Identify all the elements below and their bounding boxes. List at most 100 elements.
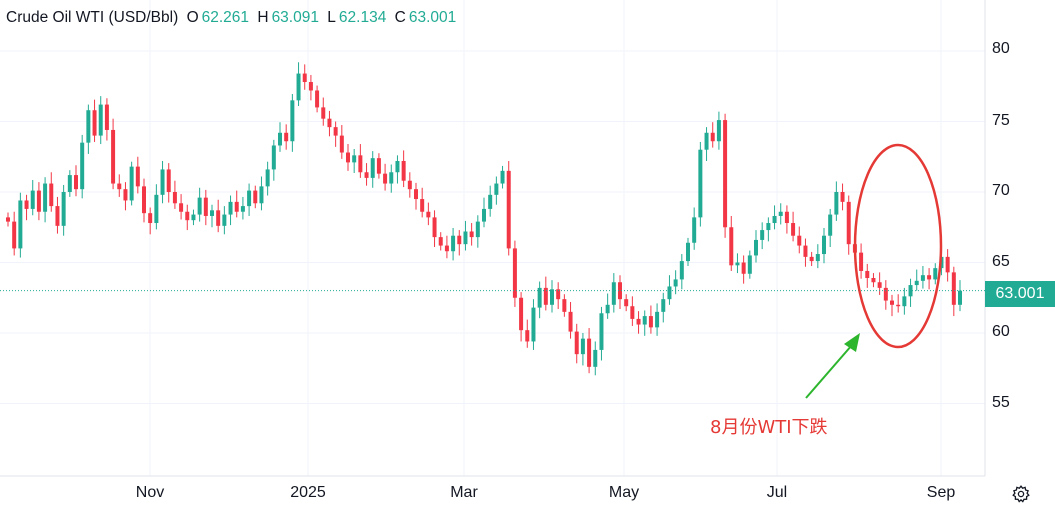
candle-body: [741, 262, 746, 274]
candle-body: [61, 192, 66, 226]
high-label: H: [257, 9, 269, 26]
candle-body: [426, 211, 431, 218]
candle-body: [951, 272, 956, 305]
close-label: C: [394, 9, 406, 26]
candle-body: [599, 313, 604, 350]
x-tick-label: 2025: [290, 484, 326, 501]
candle-body: [642, 316, 647, 325]
last-price-label: 63.001: [985, 281, 1055, 307]
candle-body: [36, 190, 41, 212]
candle-body: [624, 299, 629, 307]
close-value: 63.001: [408, 9, 457, 26]
candle-body: [376, 158, 381, 174]
candle-body: [803, 245, 808, 257]
candle-body: [172, 192, 177, 204]
candle-body: [766, 223, 771, 231]
candle-body: [179, 203, 184, 212]
candle-body: [760, 230, 765, 240]
candle-body: [420, 199, 425, 212]
candle-body: [784, 211, 789, 224]
candle-body: [512, 248, 517, 298]
open-value: 62.261: [201, 9, 250, 26]
candle-body: [550, 289, 554, 305]
candle-body: [648, 316, 653, 328]
candle-body: [222, 214, 227, 226]
candle-body: [123, 189, 128, 201]
y-tick-label: 65: [992, 253, 1010, 270]
candle-body: [500, 170, 505, 184]
candle-body: [506, 170, 511, 249]
candlestick-series: [6, 62, 962, 376]
candle-body: [568, 311, 573, 332]
annotation-circle: [853, 143, 943, 349]
candle-body: [67, 175, 72, 192]
candle-body: [537, 287, 542, 308]
candle-body: [253, 190, 258, 204]
candle-body: [154, 194, 159, 224]
candle-body: [407, 180, 412, 190]
candle-body: [414, 189, 418, 200]
candle-body: [401, 160, 406, 181]
candle-body: [333, 127, 338, 136]
candle-body: [98, 104, 103, 136]
candle-body: [395, 160, 400, 173]
candle-body: [791, 223, 796, 236]
candle-body: [865, 270, 870, 279]
candle-body: [111, 129, 116, 184]
candle-body: [234, 201, 239, 212]
candle-body: [908, 285, 913, 297]
chart-grid: [0, 0, 985, 476]
candle-body: [809, 256, 814, 262]
candle-body: [704, 132, 709, 150]
candle-body: [469, 231, 474, 238]
candle-body: [346, 152, 350, 163]
candle-body: [290, 100, 295, 142]
candle-body: [18, 200, 23, 249]
candle-body: [463, 231, 468, 245]
x-tick-label: Jul: [766, 484, 788, 501]
candle-body: [488, 194, 493, 209]
candle-body: [49, 183, 54, 207]
candle-body: [444, 245, 449, 252]
annotation-text: 8月份WTI下跌: [710, 417, 828, 438]
candle-body: [871, 278, 876, 283]
candle-body: [482, 208, 486, 222]
candle-body: [389, 172, 394, 184]
candle-body: [958, 290, 962, 305]
candle-body: [828, 214, 833, 236]
candle-body: [630, 306, 635, 319]
annotation-arrowhead: [844, 333, 860, 352]
candle-body: [747, 255, 752, 274]
x-tick-label: Nov: [135, 484, 165, 501]
candle-body: [840, 192, 845, 202]
candle-body: [296, 73, 301, 101]
y-tick-label: 70: [992, 182, 1010, 199]
candle-body: [494, 183, 499, 195]
candle-body: [142, 186, 146, 214]
low-label: L: [327, 9, 336, 26]
y-tick-label: 80: [992, 40, 1010, 57]
candle-body: [593, 349, 598, 367]
candle-body: [673, 279, 678, 287]
candle-body: [679, 261, 684, 280]
candle-body: [945, 256, 950, 273]
candle-body: [302, 73, 307, 83]
gear-icon[interactable]: [1011, 484, 1031, 504]
candle-body: [80, 142, 85, 190]
candle-body: [210, 210, 214, 216]
candle-body: [457, 235, 462, 245]
candle-body: [698, 149, 703, 218]
candle-body: [735, 262, 740, 266]
x-tick-label: Mar: [450, 484, 478, 501]
candle-body: [933, 268, 938, 280]
candle-body: [197, 197, 202, 215]
candle-body: [148, 213, 153, 224]
candle-body: [611, 282, 616, 305]
candle-body: [883, 287, 888, 301]
annotation-arrow: [805, 344, 853, 399]
candle-body: [859, 252, 864, 271]
candle-body: [308, 82, 313, 91]
candle-body: [754, 239, 758, 256]
candle-body: [562, 299, 567, 312]
